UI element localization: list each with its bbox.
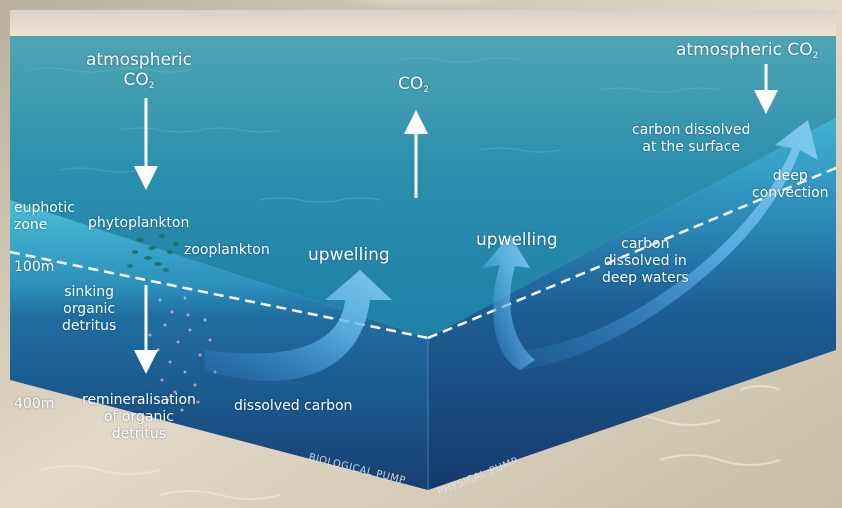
carbon-dissolved-surface-label: carbon dissolved at the surface	[632, 122, 751, 155]
phytoplankton-label: phytoplankton	[88, 215, 190, 231]
detritus-particles	[148, 296, 217, 412]
sinking-detritus-label: sinking organic detritus	[62, 284, 117, 334]
dissolved-carbon-label: dissolved carbon	[234, 398, 353, 414]
deep-convection-label: deep convection	[752, 168, 829, 201]
left-water-block	[10, 200, 428, 490]
atmospheric-co2-right-label: atmospheric CO2	[676, 40, 819, 61]
remineralisation-label: remineralisation of organic detritus	[82, 392, 196, 442]
co2-center-label: CO2	[398, 74, 429, 95]
euphotic-zone-label: euphotic zone	[14, 200, 75, 233]
deep-convection-arrow	[520, 120, 818, 370]
zooplankton-label: zooplankton	[184, 242, 270, 258]
plankton-cluster	[127, 234, 179, 272]
upwelling-left-label: upwelling	[308, 245, 390, 265]
carbon-deep-waters-label: carbon dissolved in deep waters	[602, 236, 689, 286]
right-water-block	[428, 118, 836, 490]
upwelling-left-arrow	[205, 270, 392, 382]
depth-400m-label: 400m	[14, 396, 55, 412]
sea-surface	[10, 36, 836, 338]
depth-100m-label: 100m	[14, 259, 55, 275]
atmospheric-co2-left-label: atmospheric CO2	[86, 50, 192, 91]
upwelling-right-arrow	[482, 235, 535, 370]
upwelling-right-label: upwelling	[476, 230, 558, 250]
